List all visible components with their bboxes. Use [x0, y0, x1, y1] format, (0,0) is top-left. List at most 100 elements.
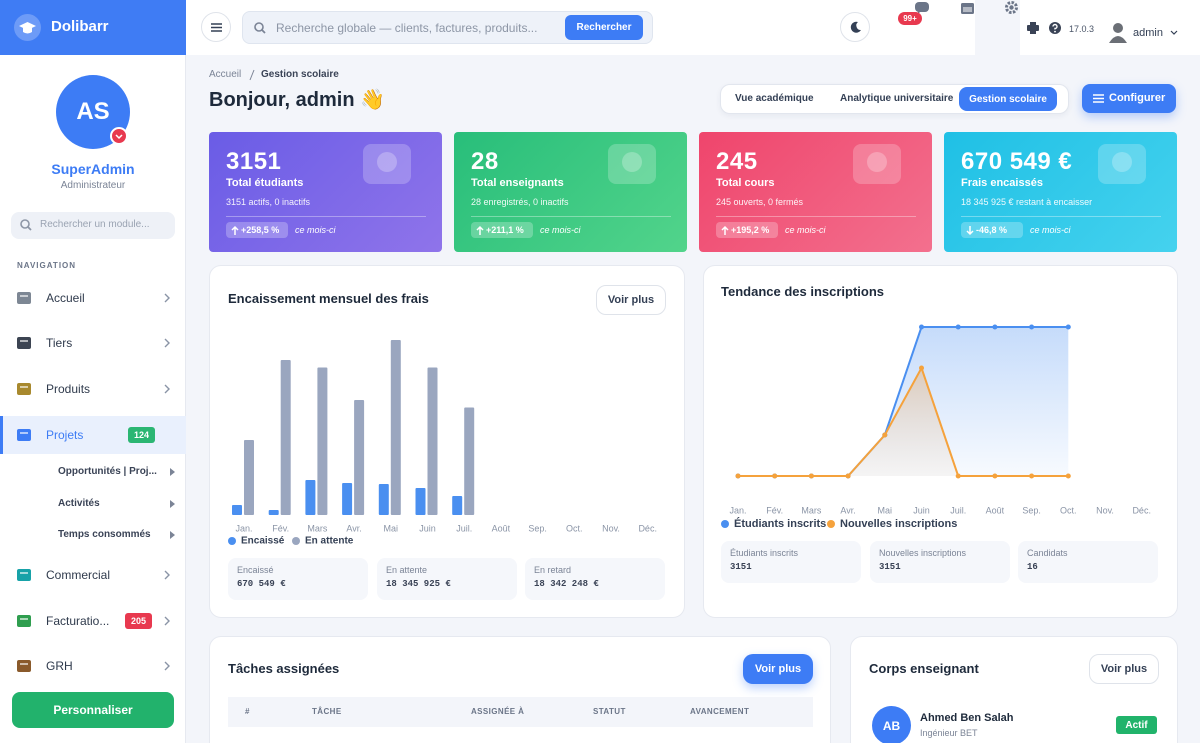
search-placeholder: Recherche globale — clients, factures, p…: [276, 21, 538, 35]
table-header: # TÂCHE ASSIGNÉE À STATUT AVANCEMENT: [228, 697, 813, 727]
stat-box: En attente 18 345 925 €: [377, 558, 517, 600]
stat-box: Nouvelles inscriptions 3151: [870, 541, 1010, 583]
breadcrumb-item: Gestion scolaire: [261, 69, 339, 80]
settings-icon: [1005, 1, 1018, 14]
tab[interactable]: Vue académique: [735, 93, 814, 104]
kpi-icon: [608, 144, 656, 184]
user-menu[interactable]: admin: [1130, 22, 1180, 44]
nav-subitem[interactable]: Opportunités | Proj...: [0, 458, 186, 486]
nav-item[interactable]: Projets 124: [0, 416, 186, 454]
kpi-divider: [226, 216, 426, 217]
chevron: [164, 338, 170, 348]
nav-item[interactable]: Tiers: [0, 324, 186, 362]
stat-label: Encaissé: [237, 565, 274, 575]
teacher-avatar: AB: [872, 706, 911, 743]
kpi-label: Total cours: [716, 177, 775, 189]
calendar-icon: [961, 3, 974, 14]
nav-item[interactable]: Produits: [0, 370, 186, 408]
breadcrumb-separator: [249, 69, 255, 81]
nav-sublabel: Opportunités | Proj...: [58, 466, 157, 477]
configure-button[interactable]: Configurer: [1082, 84, 1176, 113]
kpi-label: Total étudiants: [226, 177, 304, 189]
brand-name: Dolibarr: [51, 18, 109, 35]
nav-sublabel: Temps consommés: [58, 529, 151, 540]
stat-value: 3151: [730, 562, 752, 572]
theme-toggle[interactable]: [840, 12, 870, 42]
nav-subitem[interactable]: Temps consommés: [0, 521, 186, 549]
tab[interactable]: Analytique universitaire: [840, 93, 954, 104]
teacher-name: Ahmed Ben Salah: [920, 712, 1014, 724]
nav-label: GRH: [46, 659, 73, 673]
status-badge: Actif: [1116, 716, 1157, 734]
submenu-arrow: [170, 499, 175, 508]
avatar-badge: [110, 127, 128, 145]
nav-item[interactable]: Commercial: [0, 556, 186, 594]
notification-badge[interactable]: 99+: [898, 12, 922, 25]
panel: Tendance des inscriptions Étudiants inscr…: [703, 265, 1178, 618]
column-header: STATUT: [593, 707, 626, 716]
customize-button[interactable]: Personnaliser: [12, 692, 174, 728]
user-name: SuperAdmin: [51, 161, 135, 177]
stat-box: En retard 18 342 248 €: [525, 558, 665, 600]
stat-label: En attente: [386, 565, 428, 575]
kpi-card: 670 549 € Frais encaissés 18 345 925 € res…: [944, 132, 1177, 252]
tab[interactable]: Gestion scolaire: [959, 87, 1057, 111]
trend-arrow: [721, 225, 729, 235]
nav-icon: [17, 292, 31, 304]
kpi-value: 28: [471, 148, 499, 175]
kpi-change: +258,5 %: [226, 222, 288, 238]
kpi-period: ce mois-ci: [1030, 225, 1071, 235]
teacher-role: Ingénieur BET: [920, 728, 978, 738]
module-search[interactable]: Rechercher un module...: [11, 212, 175, 239]
kpi-change: -46,8 %: [961, 222, 1023, 238]
kpi-change: +195,2 %: [716, 222, 778, 238]
view-more-button[interactable]: Voir plus: [743, 654, 813, 684]
search-placeholder: Rechercher un module...: [40, 219, 150, 230]
topbar: Recherche globale — clients, factures, p…: [186, 0, 1200, 55]
stat-box: Candidats 16: [1018, 541, 1158, 583]
kpi-card: 28 Total enseignants 28 enregistrés, 0 ina…: [454, 132, 687, 252]
user-name: admin: [1133, 27, 1163, 39]
nav-icon: [17, 660, 31, 672]
menu-toggle[interactable]: [201, 12, 231, 42]
kpi-divider: [471, 216, 671, 217]
search-icon: [254, 22, 266, 34]
trend-arrow: [231, 225, 239, 235]
kpi-card: 245 Total cours 245 ouverts, 0 fermés +195,…: [699, 132, 932, 252]
kpi-divider: [961, 216, 1161, 217]
kpi-label: Frais encaissés: [961, 177, 1043, 189]
column-header: TÂCHE: [312, 707, 342, 716]
nav-label: Accueil: [46, 291, 85, 305]
panel: Corps enseignant Voir plus AB Ahmed Ben Sal…: [850, 636, 1178, 743]
column-header: AVANCEMENT: [690, 707, 750, 716]
kpi-detail: 28 enregistrés, 0 inactifs: [471, 197, 569, 207]
chevron: [164, 661, 170, 671]
column-header: ASSIGNÉE À: [471, 707, 525, 716]
nav-subitem[interactable]: Activités: [0, 490, 186, 518]
nav-section: NAVIGATION: [17, 261, 77, 270]
nav-item[interactable]: Accueil: [0, 279, 186, 317]
nav-label: Tiers: [46, 336, 73, 350]
stat-value: 16: [1027, 562, 1038, 572]
global-search[interactable]: Recherche globale — clients, factures, p…: [242, 11, 653, 44]
view-more-button[interactable]: Voir plus: [1089, 654, 1159, 684]
nav-item[interactable]: GRH: [0, 647, 186, 685]
chevron: [164, 384, 170, 394]
search-button[interactable]: Rechercher: [565, 15, 643, 40]
greeting: Bonjour, admin 👋: [209, 89, 386, 111]
chevron: [164, 616, 170, 626]
brand-header: Dolibarr: [0, 0, 186, 55]
kpi-change-value: +211,1 %: [486, 225, 524, 235]
stat-value: 18 342 248 €: [534, 579, 599, 589]
kpi-period: ce mois-ci: [540, 225, 581, 235]
breadcrumb-item: Accueil: [209, 69, 242, 80]
kpi-detail: 3151 actifs, 0 inactifs: [226, 197, 311, 207]
kpi-icon: [1098, 144, 1146, 184]
kpi-period: ce mois-ci: [295, 225, 336, 235]
moon-icon: [850, 21, 861, 33]
stat-value: 3151: [879, 562, 901, 572]
nav-item[interactable]: Facturatio... 205: [0, 602, 186, 640]
nav-icon: [17, 615, 31, 627]
view-more-button[interactable]: Voir plus: [596, 285, 666, 315]
